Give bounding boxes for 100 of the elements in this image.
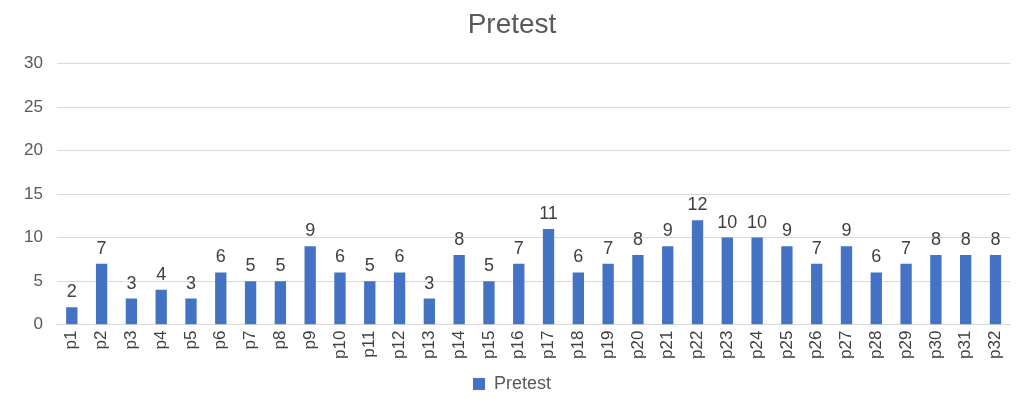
bar [453, 255, 465, 325]
x-tick-label: p21 [657, 330, 677, 360]
data-label: 7 [513, 237, 524, 258]
bar [244, 281, 257, 325]
data-label: 10 [717, 211, 738, 232]
x-tick-label: p28 [865, 330, 885, 360]
x-tick-label: p25 [776, 330, 796, 360]
x-tick-label: p16 [508, 330, 528, 360]
data-label: 12 [687, 194, 708, 215]
bar [66, 307, 78, 325]
x-tick-label: p29 [895, 330, 915, 360]
data-label: 5 [275, 255, 286, 276]
data-label: 4 [156, 263, 167, 284]
x-tick-label: p5 [180, 330, 200, 350]
bar [393, 272, 406, 325]
data-label: 2 [66, 281, 77, 302]
data-label: 9 [781, 220, 792, 241]
x-tick-label: p26 [806, 330, 826, 360]
data-label: 6 [394, 246, 405, 267]
bar [930, 255, 942, 325]
data-label: 6 [871, 246, 882, 267]
bar [781, 246, 793, 325]
bar [662, 246, 674, 325]
x-tick-label: p13 [419, 330, 439, 360]
data-label: 5 [364, 255, 375, 276]
bar [989, 255, 1002, 325]
data-label: 6 [334, 246, 345, 267]
x-tick-label: p4 [150, 330, 170, 350]
data-label: 9 [662, 220, 673, 241]
data-label: 8 [632, 229, 643, 249]
bar [304, 246, 316, 325]
x-tick-label: p10 [329, 330, 349, 360]
data-label: 6 [215, 246, 226, 267]
data-label: 9 [305, 220, 316, 241]
data-label: 10 [747, 211, 768, 232]
data-label: 5 [245, 255, 256, 276]
bar [334, 272, 346, 325]
bar [483, 281, 495, 325]
data-label: 8 [990, 229, 1001, 249]
x-tick-label: p1 [61, 330, 81, 350]
x-tick-label: p3 [121, 330, 141, 350]
x-tick-label: p8 [270, 330, 290, 350]
bar [811, 263, 823, 325]
x-tick-label: p9 [299, 330, 319, 350]
x-tick-label: p17 [538, 330, 558, 360]
x-tick-label: p7 [240, 330, 260, 350]
x-tick-label: p32 [985, 330, 1005, 360]
bar [572, 272, 584, 325]
bar [185, 298, 197, 325]
y-tick-label: 15 [23, 183, 43, 203]
data-label: 9 [841, 220, 852, 241]
data-label: 6 [573, 246, 584, 267]
bar [513, 263, 525, 325]
y-tick-label: 30 [23, 53, 43, 73]
chart-title: Pretest [467, 7, 557, 39]
bar [125, 298, 138, 325]
data-label: 8 [960, 229, 971, 249]
data-label: 8 [454, 229, 465, 249]
data-label: 7 [603, 237, 614, 258]
y-tick-label: 20 [23, 140, 43, 160]
bar [423, 298, 436, 325]
bar [900, 263, 912, 325]
data-label: 11 [539, 202, 558, 223]
bar [215, 272, 227, 325]
y-tick-label: 25 [23, 96, 43, 116]
data-label: 3 [185, 272, 196, 293]
x-tick-label: p24 [746, 330, 766, 360]
x-tick-label: p2 [91, 330, 111, 350]
data-label: 7 [96, 237, 107, 258]
y-tick-label: 10 [23, 227, 43, 247]
x-tick-label: p27 [836, 330, 856, 360]
bar [721, 237, 733, 325]
bar [751, 237, 763, 325]
x-tick-label: p11 [359, 330, 379, 358]
legend-label: Pretest [493, 372, 552, 393]
x-tick-label: p22 [687, 330, 707, 360]
x-tick-label: p20 [627, 330, 647, 360]
y-tick-label: 0 [33, 314, 43, 334]
bar [691, 220, 704, 325]
bar [870, 272, 882, 325]
x-tick-label: p18 [568, 330, 588, 360]
x-tick-label: p31 [955, 330, 975, 360]
data-label: 7 [901, 237, 912, 258]
bar [632, 255, 644, 325]
bar [274, 281, 287, 325]
bar [364, 281, 376, 325]
y-tick-label: 5 [33, 270, 43, 290]
x-tick-label: p19 [597, 330, 617, 360]
bar [542, 228, 555, 325]
bar [840, 246, 853, 325]
data-label: 3 [424, 272, 435, 293]
data-label: 8 [930, 229, 941, 249]
bar [155, 289, 167, 325]
bar [960, 255, 972, 325]
data-label: 5 [483, 255, 494, 276]
x-tick-label: p14 [448, 330, 468, 360]
x-tick-label: p30 [925, 330, 945, 360]
x-tick-label: p23 [717, 330, 736, 360]
x-tick-label: p15 [478, 330, 498, 360]
data-label: 3 [126, 272, 137, 293]
